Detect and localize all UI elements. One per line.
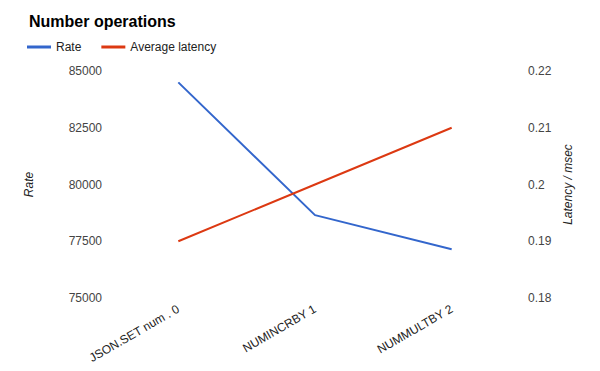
svg-text:Average latency: Average latency [130, 40, 216, 54]
svg-text:Latency / msec: Latency / msec [561, 144, 575, 225]
svg-text:75000: 75000 [69, 291, 103, 305]
svg-text:0.2: 0.2 [528, 178, 545, 192]
svg-text:82500: 82500 [69, 121, 103, 135]
svg-text:NUMMULTBY 2: NUMMULTBY 2 [375, 302, 456, 357]
svg-text:0.18: 0.18 [528, 291, 552, 305]
svg-text:85000: 85000 [69, 64, 103, 78]
svg-text:0.19: 0.19 [528, 234, 552, 248]
svg-text:Number operations: Number operations [29, 13, 176, 30]
svg-text:0.21: 0.21 [528, 121, 552, 135]
svg-text:JSON.SET num . 0: JSON.SET num . 0 [87, 302, 182, 365]
svg-text:77500: 77500 [69, 234, 103, 248]
svg-text:0.22: 0.22 [528, 64, 552, 78]
svg-text:80000: 80000 [69, 178, 103, 192]
svg-text:Rate: Rate [22, 172, 36, 198]
svg-text:NUMINCRBY 1: NUMINCRBY 1 [240, 302, 319, 355]
svg-text:Rate: Rate [56, 40, 82, 54]
